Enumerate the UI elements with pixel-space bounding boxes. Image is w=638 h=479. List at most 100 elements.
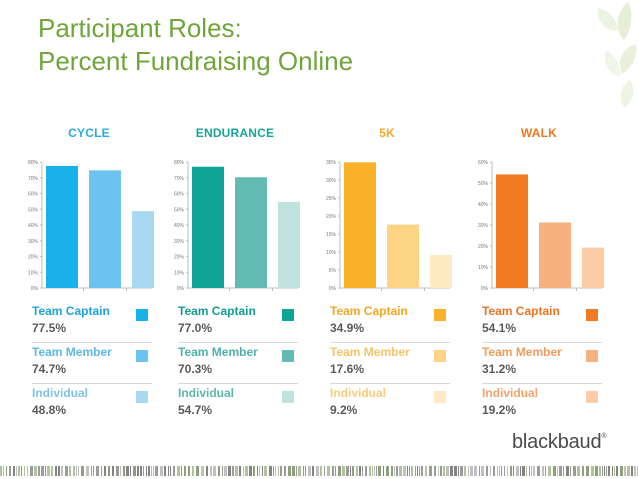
legend-category-label: Individual [330,386,387,400]
stripe-bar [206,466,208,476]
stripe-bar [173,466,175,476]
stripe-bar [284,466,286,476]
stripe-bar [391,466,393,476]
stripe-bar [249,466,252,476]
legend-item: Team Captain 77.0% [178,304,298,343]
legend: Team Captain 77.0% Team Member 70.3% Ind… [178,304,298,426]
legend-value-label: 48.8% [32,403,67,417]
stripe-bar [356,466,358,476]
stripe-bar [346,466,349,476]
stripe-bar [359,466,361,476]
stripe-bar [504,466,505,476]
stripe-bar [362,466,363,476]
y-tick-label: 30% [326,178,337,184]
stripe-bar [305,466,306,476]
stripe-bar [374,466,375,476]
stripe-bar [177,466,180,476]
legend-category-label: Team Captain [330,304,408,318]
stripe-bar [438,466,439,476]
stripe-bar [533,466,535,476]
y-tick-label: 80% [174,160,185,166]
stripe-bar [280,466,282,476]
legend-item: Individual 54.7% [178,386,298,424]
stripe-bar [376,466,377,476]
legend-item: Individual 9.2% [330,386,450,424]
stripe-bar [566,466,569,476]
stripe-bar [440,466,442,476]
stripe-bar [81,466,84,476]
stripe-bar [454,466,457,476]
stripe-bar [499,466,500,476]
stripe-bar [218,466,220,476]
stripe-bar [69,466,71,476]
stripe-bar [101,466,102,476]
bar-chart: 0% 10% 20% 30% 40% 50% 60% [478,160,604,292]
stripe-bar [126,466,129,476]
stripe-bar [222,466,223,476]
stripe-bar [170,466,171,476]
footer-stripe-decoration [0,466,638,476]
stripe-bar [146,466,147,476]
legend-swatch [586,350,598,362]
stripe-bar [108,466,110,476]
stripe-bar [602,466,603,476]
slide-title-line1: Participant Roles: [38,13,242,43]
stripe-bar [78,466,79,476]
bar [344,162,376,288]
stripe-bar [21,466,22,476]
stripe-bar [288,466,291,476]
stripe-bar [155,466,158,476]
stripe-bar [365,466,367,476]
stripe-bar [235,466,238,476]
legend-swatch [282,350,294,362]
y-tick-label: 20% [174,255,185,261]
y-tick-label: 10% [326,250,337,256]
stripe-bar [168,466,169,476]
legend-value-label: 9.2% [330,403,358,417]
bar [496,174,528,288]
stripe-bar [332,466,334,476]
bar [387,224,419,288]
stripe-bar [278,466,279,476]
y-tick-label: 40% [28,223,39,229]
stripe-bar [192,466,194,476]
legend-value-label: 34.9% [330,321,365,335]
stripe-bar [464,466,466,476]
legend-item: Team Member 31.2% [482,345,602,384]
y-tick-label: 10% [28,270,39,276]
legend-swatch [282,391,294,403]
legend-swatch [282,309,294,321]
legend-category-label: Team Captain [482,304,560,318]
stripe-bar [120,466,121,476]
stripe-bar [606,466,607,476]
stripe-bar [292,466,295,476]
stripe-bar [253,466,255,476]
y-tick-label: 60% [478,160,489,166]
stripe-bar [262,466,263,476]
stripe-bar [143,466,144,476]
stripe-bar [545,466,546,476]
stripe-bar [116,466,119,476]
stripe-bar [0,466,2,476]
stripe-bar [443,466,445,476]
bar [89,170,121,288]
stripe-bar [275,466,276,476]
stripe-bar [507,466,508,476]
stripe-bar [604,466,605,476]
stripe-bar [570,466,571,476]
stripe-bar [542,466,544,476]
y-tick-label: 50% [174,207,185,213]
stripe-bar [557,466,558,476]
bar-chart: 0% 10% 20% 30% 40% 50% 60% 70% 80% [28,160,154,292]
stripe-bar [446,466,449,476]
y-tick-label: 20% [28,255,39,261]
stripe-bar [153,466,154,476]
y-tick-label: 50% [478,181,489,187]
stripe-bar [434,466,436,476]
stripe-bar [510,466,512,476]
stripe-bar [616,466,618,476]
stripe-bar [137,466,139,476]
legend: Team Captain 54.1% Team Member 31.2% Ind… [482,304,602,426]
stripe-bar [563,466,564,476]
stripe-bar [58,466,60,476]
